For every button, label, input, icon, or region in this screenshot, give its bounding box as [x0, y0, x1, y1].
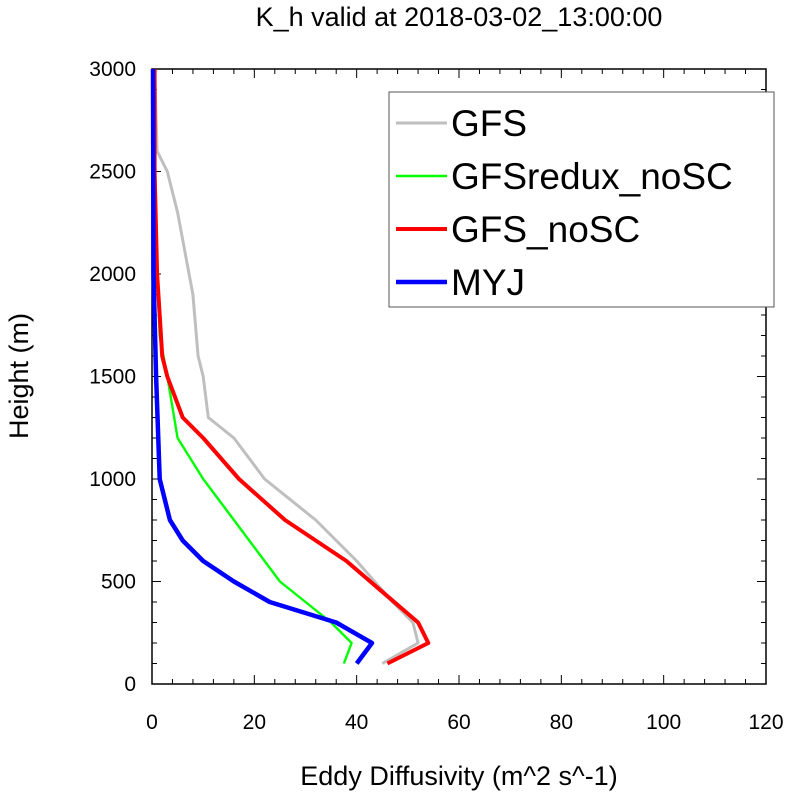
y-tick-label: 3000: [89, 58, 136, 81]
x-tick-label: 20: [243, 711, 266, 734]
y-tick-label: 1500: [89, 366, 136, 389]
x-axis-label: Eddy Diffusivity (m^2 s^-1): [300, 761, 617, 791]
x-tick-label: 120: [748, 711, 783, 734]
legend-label: GFSredux_noSC: [451, 156, 733, 197]
series-line-myj: [150, 68, 375, 665]
series-lines: [150, 68, 431, 666]
x-tick-label: 60: [447, 711, 470, 734]
y-tick-label: 1000: [89, 468, 136, 491]
y-axis-label: Height (m): [4, 313, 34, 439]
legend-label: GFS: [451, 103, 527, 144]
chart-title: K_h valid at 2018-03-02_13:00:00: [256, 2, 663, 32]
legend: GFS GFSredux_noSC GFS_noSC MYJ: [388, 91, 775, 308]
tick-labels: 0 20 40 60 80 100 120 0 500 1000 1500 2000 2500 3000: [89, 58, 783, 734]
y-tick-label: 0: [124, 673, 136, 696]
legend-entries: GFS GFSredux_noSC GFS_noSC MYJ: [396, 103, 733, 303]
x-tick-label: 0: [146, 711, 158, 734]
y-tick-label: 500: [101, 571, 136, 594]
x-tick-label: 80: [550, 711, 573, 734]
y-tick-label: 2000: [89, 263, 136, 286]
series-line-gfs-nosc: [152, 69, 431, 666]
legend-label: MYJ: [451, 262, 525, 303]
x-tick-label: 40: [345, 711, 368, 734]
x-tick-label: 100: [646, 711, 681, 734]
series-line-gfs: [153, 68, 420, 665]
legend-label: GFS_noSC: [451, 209, 640, 250]
series-line-gfsredux-nosc: [151, 68, 353, 664]
y-tick-label: 2500: [89, 161, 136, 184]
legend-box: [388, 91, 775, 308]
